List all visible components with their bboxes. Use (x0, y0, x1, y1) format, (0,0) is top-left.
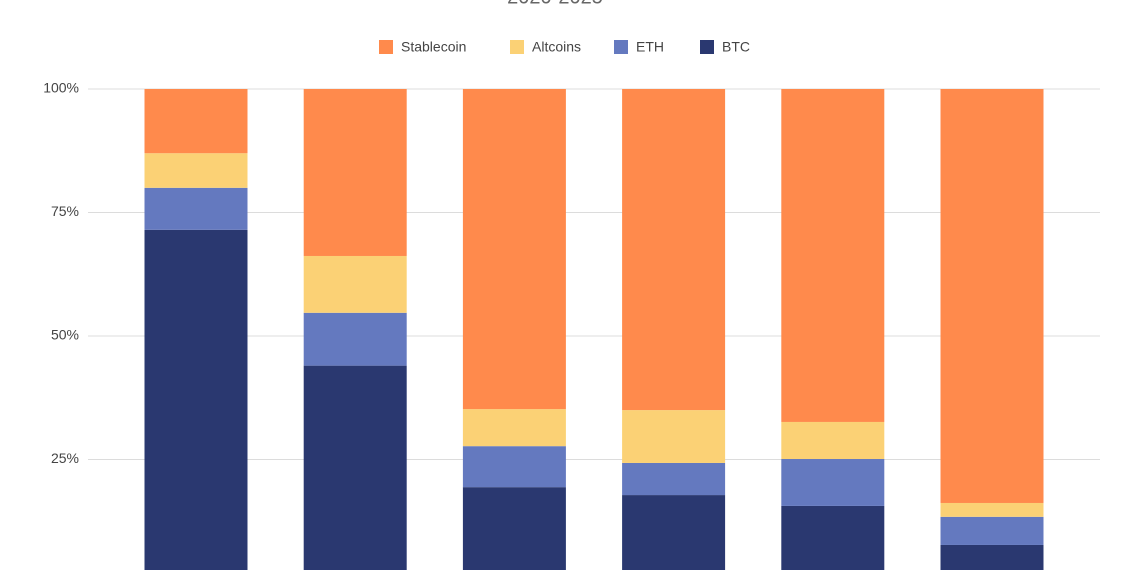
legend-label: Altcoins (532, 39, 581, 55)
bar-segment (940, 516, 1044, 545)
bar-segment (144, 229, 248, 570)
bar-segment (303, 365, 407, 570)
bar-segment (144, 187, 248, 230)
bar-segment (622, 462, 726, 496)
bar-segment (940, 89, 1044, 503)
bar-segment (303, 89, 407, 256)
bar-segment (144, 89, 248, 154)
bar-segment (303, 312, 407, 366)
bar-segment (622, 410, 726, 463)
bar-segment (303, 255, 407, 313)
legend-swatch (614, 40, 628, 54)
bar-segment (940, 502, 1044, 517)
bar-segment (462, 89, 566, 410)
y-tick-label: 50% (51, 327, 79, 343)
bar-segment (781, 421, 885, 460)
bar-segment (462, 487, 566, 570)
bar-segment (622, 495, 726, 570)
bar-segment (144, 153, 248, 188)
y-tick-label: 75% (51, 203, 79, 219)
bar-segment (781, 505, 885, 570)
bar-segment (462, 446, 566, 488)
bar-segment (622, 89, 726, 411)
bar-segment (940, 544, 1044, 570)
bar-segment (781, 459, 885, 506)
y-tick-label: 100% (43, 80, 79, 96)
legend-swatch (700, 40, 714, 54)
legend-label: BTC (722, 39, 750, 55)
legend-label: ETH (636, 39, 664, 55)
legend-swatch (379, 40, 393, 54)
legend-label: Stablecoin (401, 39, 466, 55)
bar-segment (462, 409, 566, 447)
legend-swatch (510, 40, 524, 54)
chart-subtitle: 2020-2025 (507, 0, 603, 8)
y-tick-label: 25% (51, 450, 79, 466)
bar-segment (781, 89, 885, 422)
